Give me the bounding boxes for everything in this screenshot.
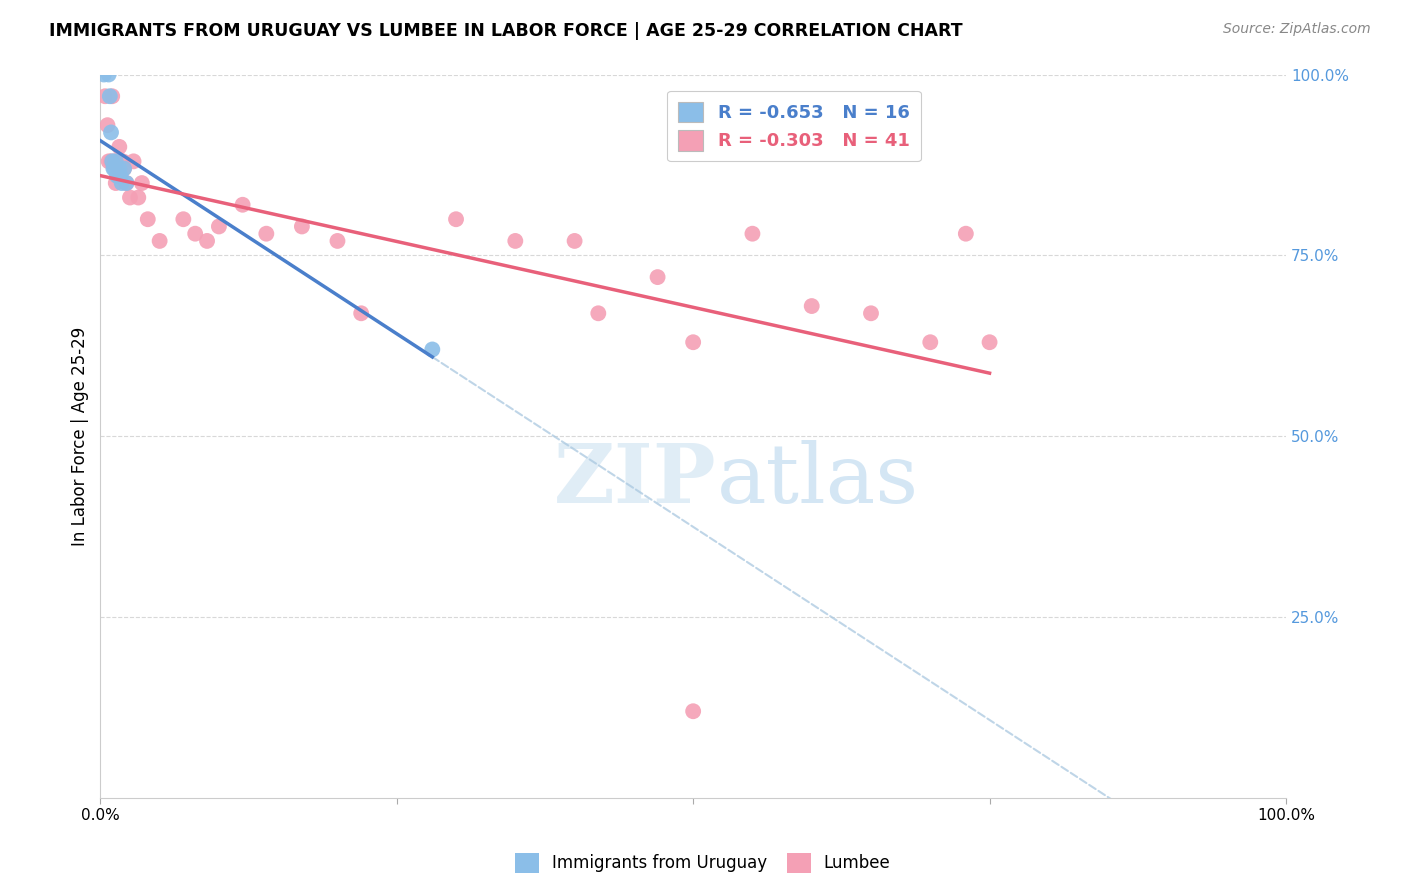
Point bbox=[100, 125, 122, 139]
Point bbox=[131, 176, 153, 190]
Point bbox=[208, 219, 231, 234]
Point bbox=[97, 154, 120, 169]
Text: IMMIGRANTS FROM URUGUAY VS LUMBEE IN LABOR FORCE | AGE 25-29 CORRELATION CHART: IMMIGRANTS FROM URUGUAY VS LUMBEE IN LAB… bbox=[49, 22, 963, 40]
Point bbox=[326, 234, 349, 248]
Point bbox=[97, 68, 120, 82]
Point bbox=[100, 154, 122, 169]
Point bbox=[444, 212, 467, 227]
Point bbox=[96, 118, 118, 132]
Point bbox=[647, 270, 669, 285]
Point bbox=[101, 89, 124, 103]
Point bbox=[112, 161, 135, 176]
Point bbox=[101, 154, 124, 169]
Point bbox=[741, 227, 763, 241]
Point bbox=[103, 161, 125, 176]
Point bbox=[800, 299, 823, 313]
Point bbox=[107, 169, 129, 183]
Legend: R = -0.653   N = 16, R = -0.303   N = 41: R = -0.653 N = 16, R = -0.303 N = 41 bbox=[668, 91, 921, 161]
Point bbox=[505, 234, 527, 248]
Point bbox=[588, 306, 610, 320]
Point bbox=[104, 154, 127, 169]
Legend: Immigrants from Uruguay, Lumbee: Immigrants from Uruguay, Lumbee bbox=[509, 847, 897, 880]
Point bbox=[103, 161, 125, 176]
Point bbox=[232, 198, 254, 212]
Point bbox=[110, 161, 132, 176]
Point bbox=[115, 176, 138, 190]
Point bbox=[920, 335, 942, 350]
Point bbox=[98, 89, 121, 103]
Point bbox=[103, 154, 125, 169]
Point bbox=[979, 335, 1001, 350]
Point bbox=[115, 176, 138, 190]
Point bbox=[682, 704, 704, 718]
Point bbox=[955, 227, 977, 241]
Point bbox=[172, 212, 194, 227]
Text: Source: ZipAtlas.com: Source: ZipAtlas.com bbox=[1223, 22, 1371, 37]
Point bbox=[564, 234, 586, 248]
Point bbox=[149, 234, 172, 248]
Point bbox=[420, 343, 443, 357]
Point bbox=[859, 306, 882, 320]
Point bbox=[108, 140, 131, 154]
Point bbox=[195, 234, 218, 248]
Point bbox=[254, 227, 277, 241]
Point bbox=[111, 176, 134, 190]
Point bbox=[107, 161, 129, 176]
Point bbox=[93, 68, 115, 82]
Point bbox=[682, 335, 704, 350]
Point bbox=[184, 227, 207, 241]
Point bbox=[104, 176, 127, 190]
Point bbox=[122, 154, 145, 169]
Text: atlas: atlas bbox=[717, 440, 920, 520]
Y-axis label: In Labor Force | Age 25-29: In Labor Force | Age 25-29 bbox=[72, 326, 89, 546]
Point bbox=[94, 89, 117, 103]
Point bbox=[112, 161, 135, 176]
Point bbox=[108, 161, 131, 176]
Point bbox=[127, 190, 149, 204]
Point bbox=[136, 212, 159, 227]
Point bbox=[350, 306, 373, 320]
Point bbox=[110, 169, 132, 183]
Point bbox=[118, 190, 141, 204]
Point bbox=[291, 219, 314, 234]
Point bbox=[111, 154, 134, 169]
Point bbox=[105, 169, 128, 183]
Text: ZIP: ZIP bbox=[554, 440, 717, 520]
